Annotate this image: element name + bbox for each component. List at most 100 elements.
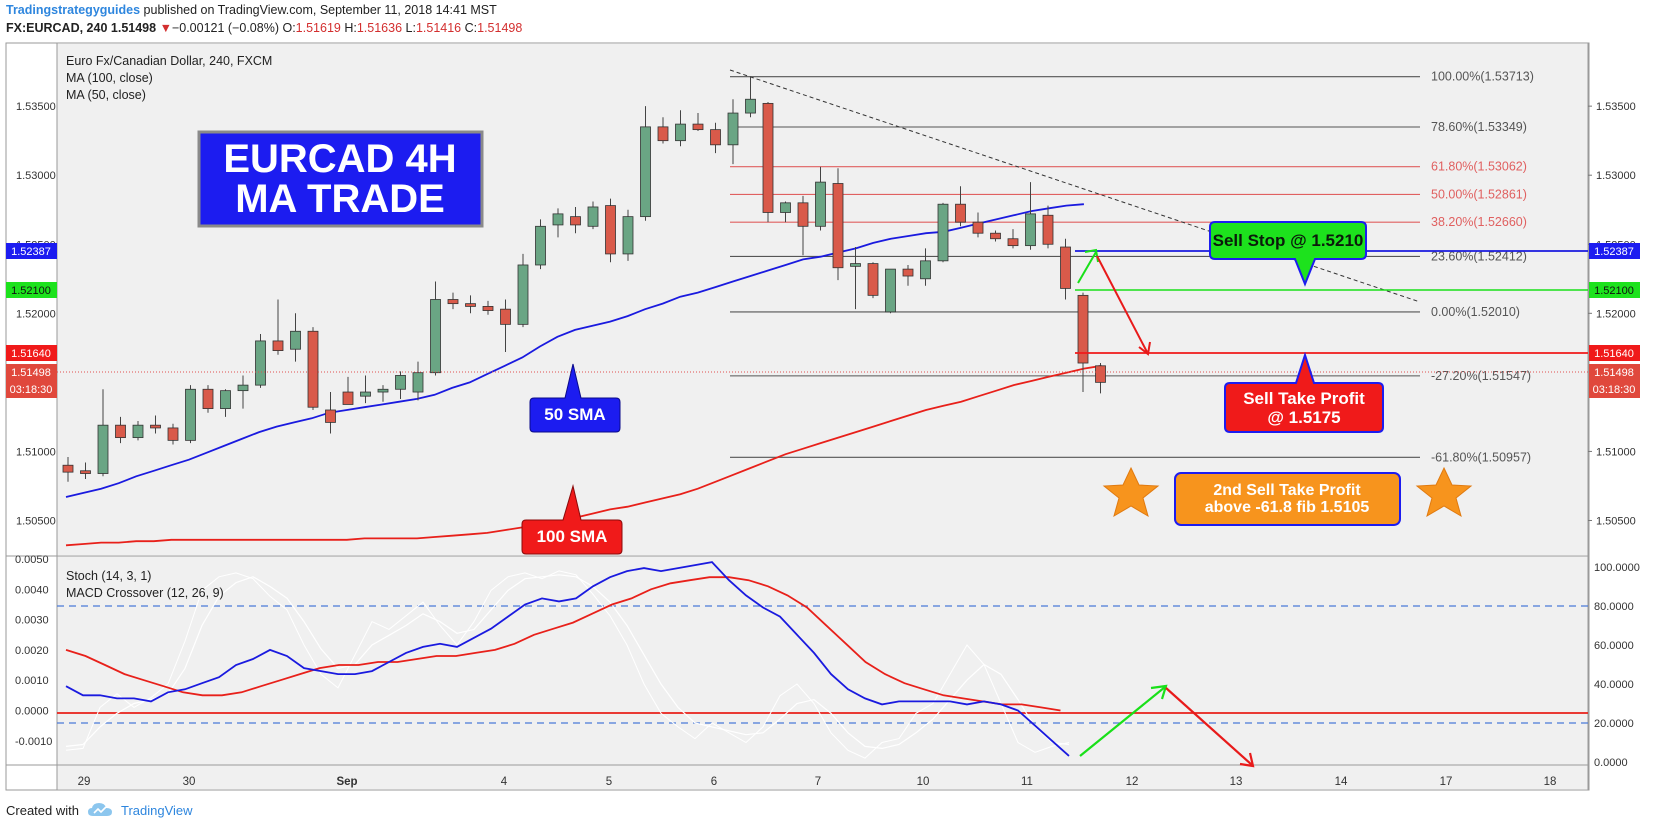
candle[interactable]: [185, 385, 196, 444]
fib-trend-line[interactable]: [729, 69, 1421, 303]
time-tick-label: 29: [78, 776, 91, 788]
candle[interactable]: [325, 392, 336, 434]
candle[interactable]: [255, 334, 266, 388]
main-pane[interactable]: [57, 44, 1588, 555]
macd-tick-label: 0.0020: [15, 645, 49, 657]
candle[interactable]: [80, 462, 91, 480]
sell-stop-callout[interactable]: Sell Stop @ 1.5210: [1209, 221, 1367, 287]
stoch-tick-label: 40.0000: [1594, 679, 1634, 691]
candle[interactable]: [167, 423, 179, 445]
ohlc-line: FX:EURCAD, 240 1.51498 ▼−0.00121 (−0.08%…: [6, 21, 522, 35]
macd-signal-line: [65, 576, 1061, 712]
candle[interactable]: [937, 202, 949, 263]
candle[interactable]: [657, 117, 669, 144]
candle[interactable]: [832, 168, 844, 281]
candle[interactable]: [202, 385, 214, 413]
candle[interactable]: [500, 299, 511, 352]
second-tp-label-2: above -61.8 fib 1.5105: [1205, 499, 1370, 516]
time-tick-label: 18: [1544, 776, 1557, 788]
projected-bounce-arrow[interactable]: [1079, 684, 1168, 757]
candle[interactable]: [780, 201, 791, 223]
candle[interactable]: [1007, 229, 1019, 249]
candle[interactable]: [150, 415, 161, 434]
tradingview-link[interactable]: TradingView: [120, 802, 193, 818]
last-price: 1.51498: [110, 21, 157, 35]
candle[interactable]: [132, 421, 144, 441]
candle[interactable]: [360, 375, 371, 404]
candle[interactable]: [1095, 363, 1106, 394]
candle[interactable]: [535, 219, 546, 270]
candle[interactable]: [885, 268, 896, 314]
candle[interactable]: [850, 247, 861, 310]
candle[interactable]: [517, 253, 529, 328]
fib-level-label: 38.20%(1.52660): [1431, 215, 1527, 229]
candle[interactable]: [412, 361, 424, 401]
candle[interactable]: [465, 295, 476, 314]
ma100-legend[interactable]: MA (100, close): [66, 71, 153, 85]
candle[interactable]: [1077, 292, 1089, 393]
candle[interactable]: [605, 198, 616, 263]
macd-legend[interactable]: MACD Crossover (12, 26, 9): [66, 586, 224, 600]
candle[interactable]: [290, 313, 301, 362]
candle[interactable]: [1060, 238, 1071, 300]
candle[interactable]: [62, 456, 74, 482]
sma50-callout[interactable]: 50 SMA: [529, 363, 621, 433]
title-callout[interactable]: EURCAD 4H MA TRADE: [197, 130, 484, 228]
candle[interactable]: [342, 376, 354, 405]
candle[interactable]: [220, 389, 231, 417]
high-value: 1.51636: [356, 21, 403, 35]
candle[interactable]: [570, 206, 581, 234]
candle[interactable]: [710, 122, 721, 154]
projected-decline-arrow[interactable]: [1165, 687, 1255, 768]
second-take-profit-callout[interactable]: 2nd Sell Take Profit above -61.8 fib 1.5…: [1174, 472, 1401, 526]
candle[interactable]: [797, 195, 809, 256]
candle[interactable]: [1042, 205, 1054, 249]
target-arrow[interactable]: [1096, 255, 1151, 356]
price-tick-label: 1.52000: [16, 308, 56, 320]
candle[interactable]: [482, 300, 494, 315]
candle[interactable]: [955, 186, 966, 227]
indicator-pane[interactable]: [57, 556, 1588, 789]
sell-stop-price-badge: 1.52387 1.52387: [6, 243, 1640, 259]
candle[interactable]: [115, 416, 126, 444]
candle[interactable]: [727, 99, 739, 165]
price-tick-label: 1.53000: [1596, 170, 1636, 182]
ma50-legend[interactable]: MA (50, close): [66, 88, 146, 102]
candle[interactable]: [552, 208, 564, 238]
candle[interactable]: [990, 230, 1001, 242]
candle[interactable]: [622, 209, 634, 261]
candle[interactable]: [745, 77, 756, 118]
candle[interactable]: [307, 327, 319, 410]
star-icon: [1415, 466, 1473, 518]
fib-level-label: -61.80%(1.50957): [1431, 450, 1531, 464]
take-profit-callout[interactable]: Sell Take Profit @ 1.5175: [1224, 351, 1384, 433]
trading-chart[interactable]: 1.535001.535001.530001.530001.525001.525…: [0, 0, 1653, 795]
candle[interactable]: [675, 110, 686, 147]
candle[interactable]: [395, 371, 406, 399]
candle[interactable]: [920, 248, 931, 286]
author-link[interactable]: Tradingstrategyguides: [6, 3, 141, 17]
footer: Created with TradingView: [6, 802, 193, 818]
candle[interactable]: [867, 262, 879, 299]
fib-level-label: 0.00%(1.52010): [1431, 305, 1520, 319]
candle[interactable]: [272, 299, 284, 355]
time-tick-label: 6: [711, 776, 717, 788]
candle[interactable]: [972, 212, 984, 238]
stoch-legend[interactable]: Stoch (14, 3, 1): [66, 569, 151, 583]
candle[interactable]: [692, 113, 704, 132]
candle[interactable]: [815, 166, 826, 231]
stoch-tick-label: 60.0000: [1594, 640, 1634, 652]
candle[interactable]: [902, 264, 914, 286]
candle[interactable]: [587, 201, 599, 230]
candle[interactable]: [762, 102, 774, 223]
candle[interactable]: [97, 389, 109, 477]
candle[interactable]: [377, 385, 389, 402]
candle[interactable]: [447, 292, 459, 310]
candle[interactable]: [430, 281, 441, 376]
candle[interactable]: [237, 375, 249, 409]
sma100-callout[interactable]: 100 SMA: [521, 484, 623, 555]
change-arrow-icon: ▼: [159, 21, 172, 35]
fib-level-label: -27.20%(1.51547): [1431, 369, 1531, 383]
candle[interactable]: [1025, 182, 1036, 250]
candle[interactable]: [640, 106, 651, 221]
